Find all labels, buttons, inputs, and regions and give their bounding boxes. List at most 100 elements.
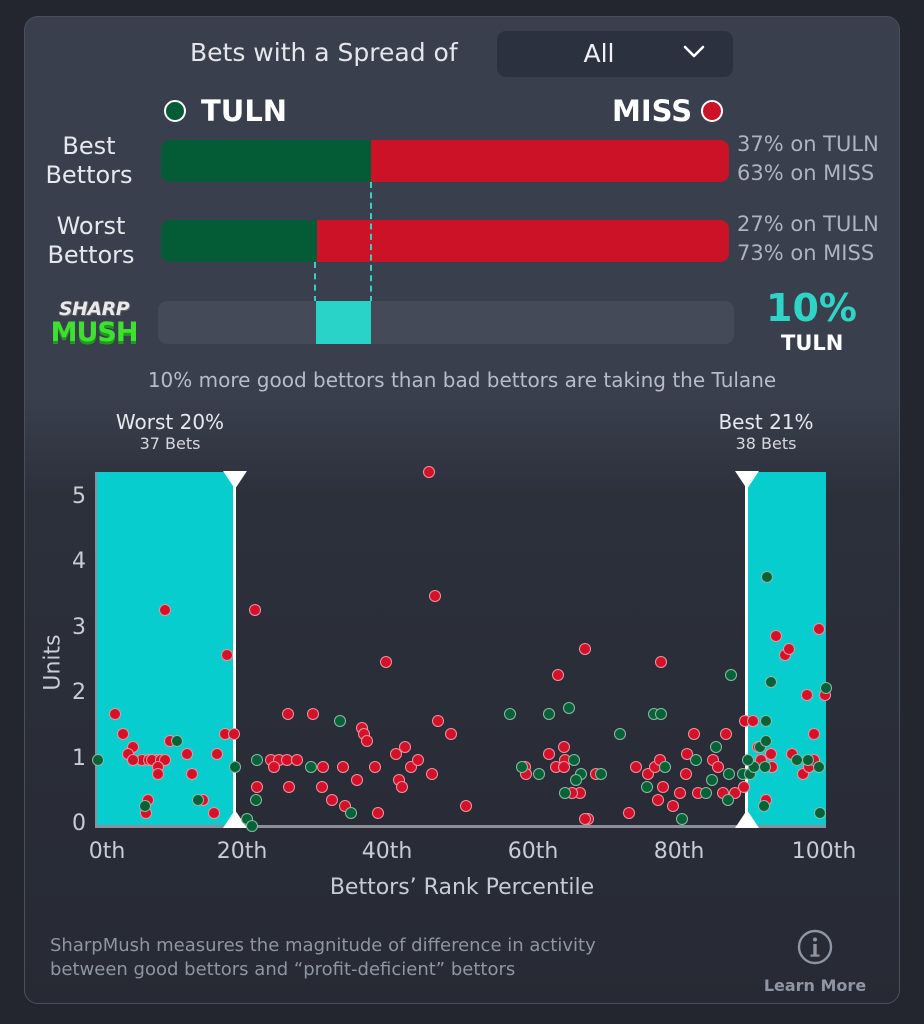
sharpmush-logo: SHARP MUSH (44, 298, 144, 346)
worst-range-bottom-handle-icon[interactable] (222, 809, 248, 829)
y-tick-3: 3 (72, 615, 86, 640)
y-tick-1: 1 (72, 746, 86, 771)
tuln-bet-point (567, 754, 580, 767)
worst-range-header: Worst 20% 37 Bets (100, 410, 240, 453)
tuln-bet-point (344, 806, 357, 819)
miss-bet-point (801, 688, 814, 701)
best-range-bottom-handle-icon[interactable] (734, 809, 760, 829)
y-axis-line (95, 472, 97, 828)
tuln-bet-point (569, 774, 582, 787)
sharpmush-diff-value: 10% (766, 286, 857, 330)
miss-bet-point (656, 780, 669, 793)
miss-bet-point (350, 774, 363, 787)
miss-bet-point (459, 800, 472, 813)
tuln-bet-point (741, 754, 754, 767)
miss-bet-point (630, 760, 643, 773)
tuln-bet-point (725, 669, 738, 682)
miss-bet-point (432, 715, 445, 728)
tuln-bet-point (559, 787, 572, 800)
spread-dropdown[interactable]: All (497, 31, 733, 77)
tuln-bet-point (192, 793, 205, 806)
miss-bet-point (228, 728, 241, 741)
x-tick-20: 20th (216, 839, 268, 864)
y-tick-5: 5 (72, 484, 86, 509)
miss-bet-point (389, 747, 402, 760)
y-tick-0: 0 (72, 811, 86, 836)
x-tick-0: 0th (88, 839, 126, 864)
tuln-bet-point (801, 754, 814, 767)
tuln-bet-point (760, 570, 773, 583)
tuln-bet-point (249, 793, 262, 806)
tuln-bet-point (699, 787, 712, 800)
miss-bet-point (117, 728, 130, 741)
worst-range-bets: 37 Bets (139, 434, 201, 453)
best-bettors-label-line2: Bettors (45, 161, 133, 189)
miss-bet-point (578, 642, 591, 655)
worst-range-title: Worst 20% (115, 410, 225, 434)
miss-bet-point (623, 806, 636, 819)
info-icon (797, 929, 833, 965)
x-axis-title: Bettors’ Rank Percentile (329, 875, 595, 900)
tuln-bet-point (532, 767, 545, 780)
best-range-handle-line[interactable] (745, 472, 748, 826)
sharpmush-diff-bar (316, 301, 371, 344)
worst-bettors-label: Worst Bettors (36, 212, 146, 270)
miss-bet-point (666, 800, 679, 813)
tuln-bet-point (92, 754, 105, 767)
miss-bet-point (542, 747, 555, 760)
miss-bet-point (428, 590, 441, 603)
tuln-bet-point (516, 760, 528, 773)
learn-more-button[interactable]: Learn More (760, 928, 870, 995)
worst-bettors-tuln-segment (161, 220, 318, 262)
miss-bet-point (558, 741, 571, 754)
x-tick-60: 60th (507, 839, 559, 864)
miss-bet-point (654, 656, 667, 668)
miss-team-dot-icon (701, 100, 723, 122)
tuln-bet-point (760, 715, 773, 728)
miss-bet-point (807, 728, 820, 741)
miss-bet-point (712, 760, 725, 773)
worst-bettors-bar (161, 220, 729, 262)
spread-filter-label: Bets with a Spread of (190, 38, 458, 67)
sharpmush-summary: 10% more good bettors than bad bettors a… (147, 368, 777, 392)
tuln-team-dot-icon (164, 100, 186, 122)
tuln-bet-point (333, 715, 346, 728)
tuln-bet-point (758, 800, 771, 813)
tuln-bet-point (820, 682, 832, 695)
tuln-bet-point (228, 760, 241, 773)
tuln-bet-point (139, 800, 152, 813)
miss-bet-point (211, 747, 224, 760)
tuln-bet-point (658, 760, 671, 773)
best-range-top-handle-icon[interactable] (734, 470, 760, 490)
tuln-bet-point (503, 708, 516, 721)
worst-bettors-label-line1: Worst (56, 212, 126, 240)
worst-bettors-pct: 27% on TULN 73% on MISS (737, 210, 879, 268)
miss-bet-point (250, 780, 263, 793)
miss-bet-point (291, 754, 304, 767)
x-tick-80: 80th (653, 839, 705, 864)
tuln-bet-point (595, 767, 608, 780)
best-bettors-label-line1: Best (62, 132, 116, 160)
worst-range-handle-line[interactable] (233, 472, 236, 826)
miss-bet-point (425, 767, 438, 780)
miss-bet-point (186, 767, 199, 780)
miss-bet-point (306, 708, 319, 721)
tuln-bet-point (641, 780, 654, 793)
tuln-bet-point (655, 708, 668, 721)
footer-line1: SharpMush measures the magnitude of diff… (50, 935, 596, 956)
worst-range-top-handle-icon[interactable] (222, 470, 248, 490)
tuln-bet-point (812, 760, 825, 773)
tuln-bet-point (613, 728, 626, 741)
best-bettors-miss-segment (371, 140, 729, 182)
learn-more-label: Learn More (763, 976, 867, 995)
tuln-bet-point (246, 820, 259, 832)
logo-mush-text: MUSH (50, 317, 139, 348)
tuln-bet-point (709, 741, 722, 754)
miss-bet-point (152, 767, 165, 780)
sharpmush-diff-team: TULN (781, 331, 844, 355)
best-bettors-tuln-pct: 37% on TULN (737, 132, 879, 156)
miss-bet-point (181, 747, 194, 760)
right-team-label: MISS (612, 94, 693, 128)
tuln-bet-point (562, 701, 575, 714)
miss-bet-point (552, 669, 565, 682)
